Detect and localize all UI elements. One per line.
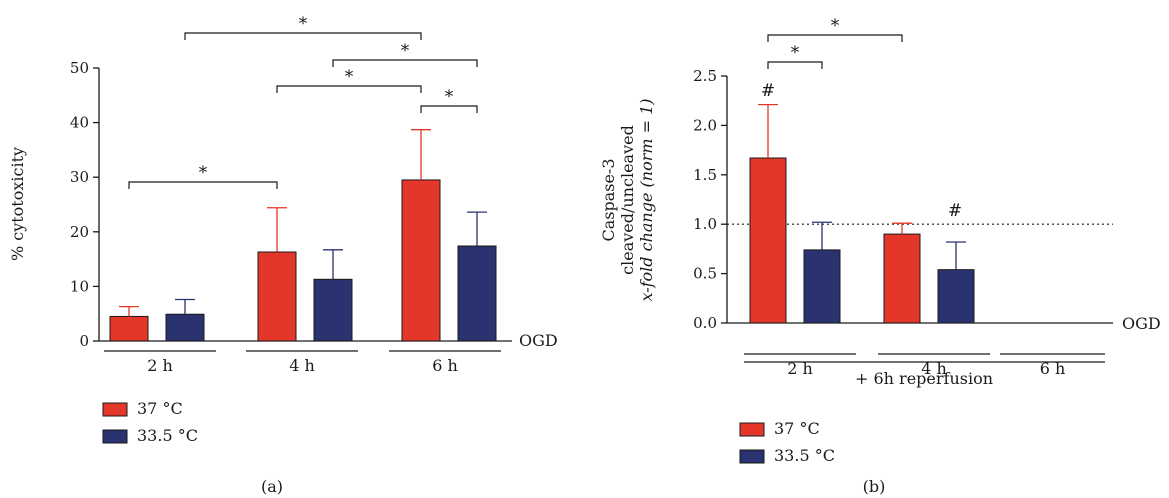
panel-b-bar xyxy=(803,249,841,324)
panel-b-significance-star: * xyxy=(831,16,840,36)
panel-b-y-axis-label-1: Caspase-3 xyxy=(599,158,618,241)
legend-label-33-5: 33.5 °C xyxy=(137,426,198,445)
panel-a-bar xyxy=(109,315,149,342)
legend-swatch-37 xyxy=(102,402,128,417)
panel-a-significance-bracket xyxy=(184,32,422,40)
panel-a-y-tick-label: 30 xyxy=(70,168,89,186)
panel-a-legend: 37 °C 33.5 °C xyxy=(102,399,198,445)
panel-b-hash-mark: # xyxy=(761,81,775,101)
panel-b-category-label: 6 h xyxy=(1040,359,1066,378)
panel-b-caption: (b) xyxy=(863,477,886,496)
panel-b-y-tick-label: 1.0 xyxy=(693,215,717,233)
panel-a-bar xyxy=(457,245,497,342)
panel-a-significance-bracket xyxy=(420,105,478,113)
panel-a-bar xyxy=(401,179,441,342)
panel-b-y-tick-label: 2.0 xyxy=(693,116,717,134)
panel-a-ogd-label: OGD xyxy=(519,331,558,350)
panel-a-significance-star: * xyxy=(445,87,454,107)
panel-b-y-tick-label: 0.0 xyxy=(693,314,717,332)
panel-b-bar xyxy=(937,269,975,324)
panel-b-group-label: + 6h reperfusion xyxy=(855,369,993,388)
panel-a-y-tick-label: 10 xyxy=(70,277,89,295)
legend-b-label-33-5: 33.5 °C xyxy=(774,446,835,465)
legend-b-label-37: 37 °C xyxy=(774,419,820,438)
panel-a-category-label: 6 h xyxy=(432,356,458,375)
panel-b-legend: 37 °C 33.5 °C xyxy=(739,419,835,465)
panel-b-y-tick-label: 0.5 xyxy=(693,265,717,283)
panel-a-y-tick-label: 20 xyxy=(70,223,89,241)
panel-b: Caspase-3 cleaved/uncleaved x-fold chang… xyxy=(599,16,1161,496)
panel-b-category-label: 4 h xyxy=(921,359,947,378)
panel-a-caption: (a) xyxy=(261,477,283,496)
panel-b-y-axis-label-3: x-fold change (norm = 1) xyxy=(637,98,656,301)
panel-a-category-label: 2 h xyxy=(147,356,173,375)
panel-b-significance-bracket xyxy=(767,34,903,42)
panel-a-category-label: 4 h xyxy=(289,356,315,375)
legend-label-37: 37 °C xyxy=(137,399,183,418)
panel-a-y-tick-label: 50 xyxy=(70,59,89,77)
panel-a-bar xyxy=(313,278,353,342)
panel-b-significance-bracket xyxy=(767,61,823,69)
panel-a-significance-bracket xyxy=(332,59,478,67)
panel-b-bar xyxy=(749,157,787,324)
panel-b-category-label: 2 h xyxy=(787,359,813,378)
panel-a-significance-bracket xyxy=(276,85,422,93)
panel-a-bar xyxy=(257,251,297,342)
panel-a-y-tick-label: 40 xyxy=(70,114,89,132)
panel-a-y-axis-label: % cytotoxicity xyxy=(8,147,27,261)
panel-a-significance-star: * xyxy=(199,163,208,183)
panel-b-y-axis-label-2: cleaved/uncleaved xyxy=(618,125,637,275)
panel-a-y-tick-label: 0 xyxy=(79,332,89,350)
panel-b-y-tick-label: 2.5 xyxy=(693,67,717,85)
legend-b-swatch-33-5 xyxy=(739,449,765,464)
panel-a: % cytotoxicity OGD (a) 0 10 20 30 40 50 2 h 4 h… xyxy=(8,14,558,496)
legend-b-swatch-37 xyxy=(739,422,765,437)
panel-b-ogd-label: OGD xyxy=(1122,314,1161,333)
panel-b-hash-mark: # xyxy=(948,201,962,221)
legend-swatch-33-5 xyxy=(102,429,128,444)
panel-b-significance-star: * xyxy=(791,43,800,63)
panel-b-bar xyxy=(883,233,921,324)
panel-a-bar xyxy=(165,313,205,342)
panel-a-significance-star: * xyxy=(299,14,308,34)
panel-a-significance-bracket xyxy=(128,181,278,189)
panel-a-significance-star: * xyxy=(401,41,410,61)
panel-a-significance-star: * xyxy=(345,67,354,87)
panel-b-y-tick-label: 1.5 xyxy=(693,166,717,184)
